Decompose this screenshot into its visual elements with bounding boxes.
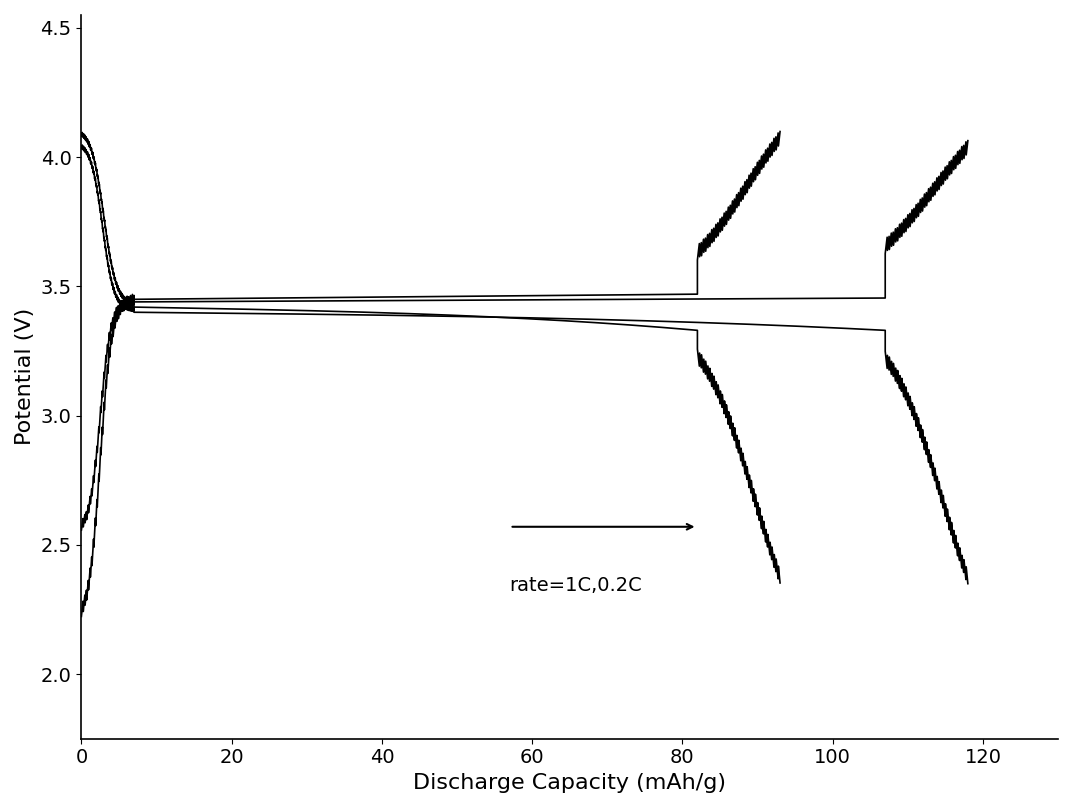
- X-axis label: Discharge Capacity (mAh/g): Discharge Capacity (mAh/g): [413, 773, 726, 793]
- Y-axis label: Potential (V): Potential (V): [15, 308, 35, 445]
- Text: rate=1C,0.2C: rate=1C,0.2C: [510, 576, 643, 595]
